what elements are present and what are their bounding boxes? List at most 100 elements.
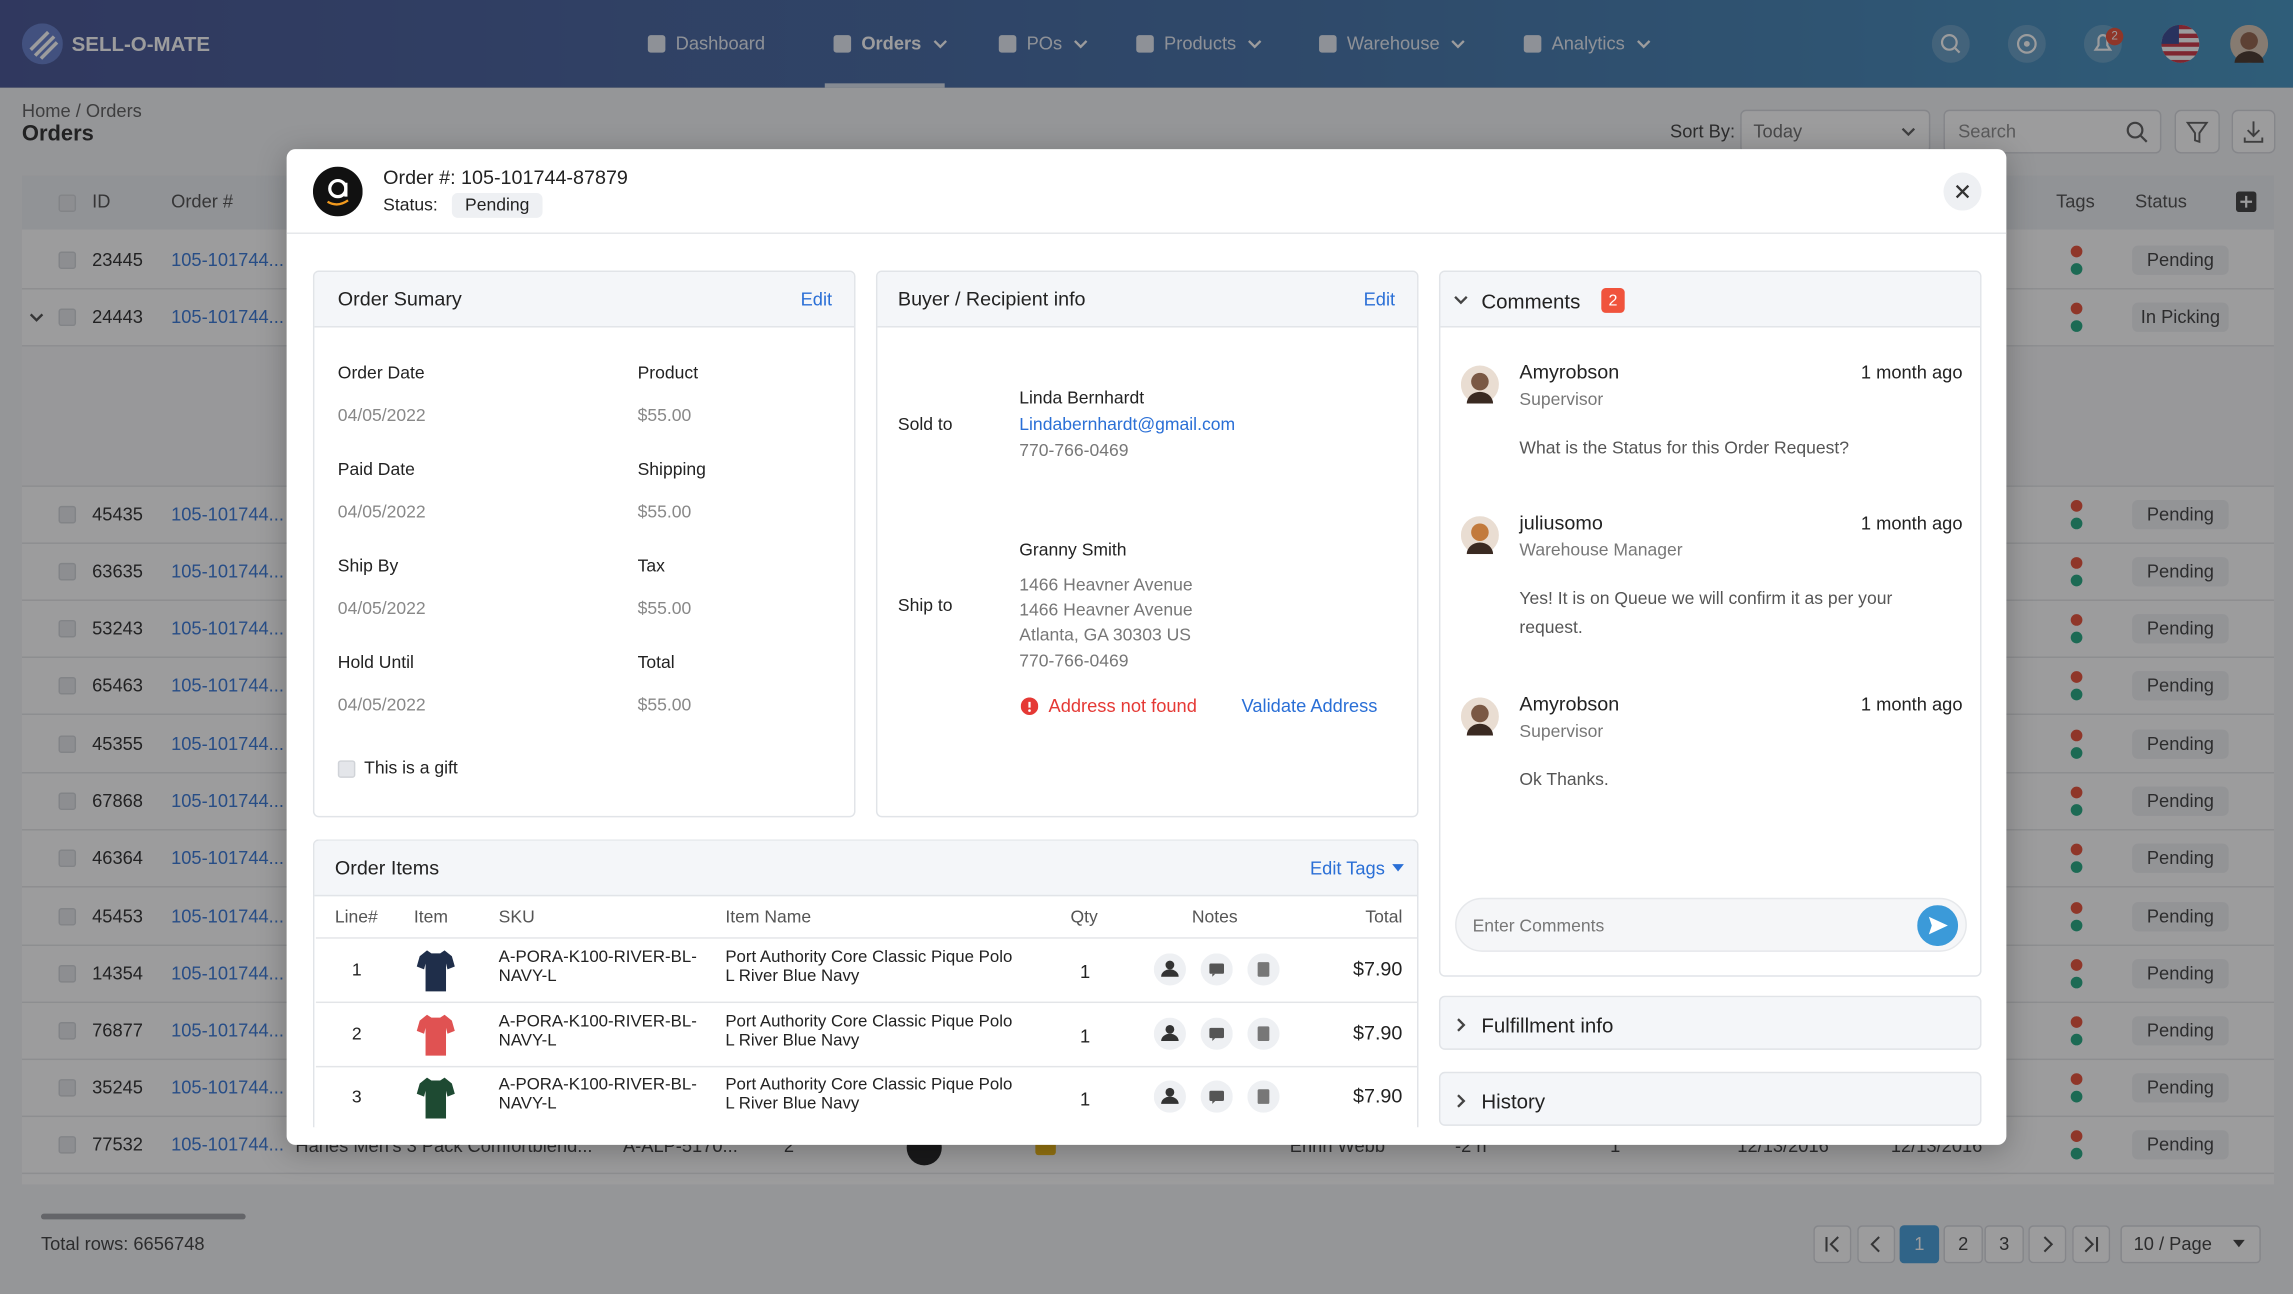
edit-link[interactable]: Edit (956, 287, 1395, 313)
icon-part (1154, 953, 1186, 985)
item-image (415, 1010, 456, 1057)
comment-avatar (1461, 697, 1499, 735)
buyer-email[interactable]: Lindabernhardt@gmail.com (1019, 411, 1235, 437)
item-image (415, 1073, 456, 1120)
buyer-phone: 770-766-0469 (1019, 437, 1128, 463)
comment-author: juliusomo (1519, 510, 1602, 536)
field-label: Hold Until (338, 649, 414, 675)
validate-address[interactable]: Validate Address (1242, 693, 1378, 719)
assign-note[interactable] (1154, 1018, 1186, 1050)
column-header: Item (414, 904, 448, 930)
close-button[interactable] (1943, 173, 1981, 211)
expand-chevron (1452, 1092, 1470, 1110)
icon-part (1943, 173, 1981, 211)
history-panel[interactable]: History (1439, 1072, 1982, 1126)
expand-chevron (1452, 1016, 1470, 1034)
sold-to-label: Sold to (898, 411, 953, 437)
card-title: Order Items (335, 855, 439, 881)
item-sku: A-PORA-K100-RIVER-BL-NAVY-L (499, 1076, 704, 1114)
edit-tags[interactable]: Edit Tags (946, 855, 1385, 881)
order-number: Order #: 105-101744-87879 (383, 165, 628, 191)
icon-part (1247, 1081, 1279, 1113)
comment-avatar (1461, 516, 1499, 554)
icon-part (415, 1010, 456, 1057)
order-modal: Order #: 105-101744-87879Status:PendingO… (287, 149, 2007, 1145)
comment-avatar (1461, 366, 1499, 404)
item-image (415, 946, 456, 993)
comment-count: 2 (1467, 288, 1759, 314)
text-note[interactable] (1247, 1081, 1279, 1113)
comment-author: Amyrobson (1519, 360, 1619, 386)
comment-note[interactable] (1201, 1018, 1233, 1050)
warning-icon (1021, 697, 1039, 715)
address-warning: Address not found (1049, 693, 1197, 719)
edit-link[interactable]: Edit (393, 287, 832, 313)
field-value: 04/05/2022 (338, 692, 426, 718)
icon-part (417, 1015, 455, 1056)
assign-note[interactable] (1154, 953, 1186, 985)
panel-title: Fulfillment info (1481, 1012, 1613, 1038)
icon-part (1471, 523, 1489, 541)
icon-part (1201, 953, 1233, 985)
header-divider (316, 937, 1419, 938)
fulfillment-panel[interactable]: Fulfillment info (1439, 996, 1982, 1050)
edit-tags-caret (1391, 863, 1406, 875)
item-sku: A-PORA-K100-RIVER-BL-NAVY-L (499, 1013, 704, 1051)
icon-part (1028, 709, 1031, 712)
buyer-card: Buyer / Recipient infoEditSold toLinda B… (876, 270, 1419, 817)
text-note[interactable] (1247, 953, 1279, 985)
comment-text: Ok Thanks. (1519, 765, 1899, 794)
status-value: Pending (351, 192, 643, 218)
comment-text: What is the Status for this Order Reques… (1519, 433, 1899, 462)
row-divider (316, 1002, 1419, 1003)
icon-part (415, 946, 456, 993)
column-header: SKU (499, 904, 535, 930)
icon-part (1461, 697, 1499, 735)
field-label: Ship By (338, 553, 398, 579)
row-divider (316, 1066, 1419, 1067)
field-value: $55.00 (638, 402, 692, 428)
icon-part (1392, 864, 1404, 871)
assign-note[interactable] (1154, 1081, 1186, 1113)
icon-part (1247, 1018, 1279, 1050)
item-qty: 1 (939, 959, 1231, 985)
recipient-phone: 770-766-0469 (1019, 648, 1128, 674)
ship-to-label: Ship to (898, 592, 953, 618)
field-value: 04/05/2022 (338, 595, 426, 621)
icon-part (1471, 373, 1489, 391)
order-items-card: Order ItemsEdit TagsLine#ItemSKUItem Nam… (313, 839, 1419, 1127)
icon-part (1166, 1088, 1175, 1097)
column-header: Qty (1070, 904, 1097, 930)
checkbox[interactable] (338, 760, 356, 778)
comment-placeholder: Enter Comments (1473, 912, 1605, 938)
line-number: 3 (313, 1083, 503, 1109)
gift-label: This is a gift (364, 754, 458, 780)
icon-part (1917, 905, 1958, 946)
comment-note[interactable] (1201, 953, 1233, 985)
field-value: $55.00 (638, 595, 692, 621)
comment-note[interactable] (1201, 1081, 1233, 1113)
comment-author: Amyrobson (1519, 692, 1619, 718)
send-button[interactable] (1917, 905, 1958, 946)
line-number: 2 (313, 1021, 503, 1047)
comment-role: Supervisor (1519, 386, 1603, 412)
icon-part (415, 1073, 456, 1120)
field-label: Paid Date (338, 456, 415, 482)
comments-card: Comments2AmyrobsonSupervisor1 month agoW… (1439, 270, 1982, 976)
icon-part (1209, 964, 1224, 974)
column-header: Notes (1192, 904, 1238, 930)
icon-part (1209, 1028, 1224, 1038)
modal-header-divider (287, 232, 2007, 233)
item-qty: 1 (939, 1024, 1231, 1050)
item-qty: 1 (939, 1086, 1231, 1112)
icon-part (1461, 366, 1499, 404)
recipient-name: Granny Smith (1019, 537, 1126, 563)
field-value: 04/05/2022 (338, 499, 426, 525)
text-note[interactable] (1247, 1018, 1279, 1050)
buyer-name: Linda Bernhardt (1019, 385, 1144, 411)
address-line: 1466 Heavner Avenue (1019, 572, 1192, 598)
column-header: Line# (335, 904, 378, 930)
icon-part (1166, 961, 1175, 970)
icon-part (1021, 697, 1039, 715)
